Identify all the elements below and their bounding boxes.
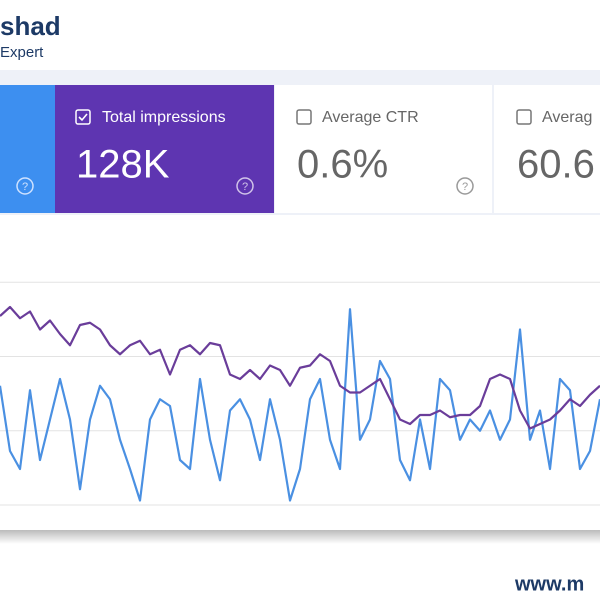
metric-value: 128K	[76, 143, 170, 187]
help-icon-glyph: ?	[242, 181, 248, 193]
performance-chart	[0, 281, 600, 506]
ctr-card[interactable]	[275, 85, 492, 213]
impressions-card[interactable]	[55, 85, 274, 213]
help-icon-glyph: ?	[22, 181, 28, 193]
metric-label: Total impressions	[102, 109, 226, 126]
metric-label: Average CTR	[322, 109, 419, 126]
series-line	[0, 308, 600, 502]
help-icon[interactable]	[16, 177, 34, 195]
series-line	[0, 305, 600, 430]
checkbox[interactable]	[516, 109, 532, 125]
panel-shadow	[0, 530, 600, 544]
help-icon-glyph: ?	[462, 181, 468, 193]
help-icon[interactable]	[236, 177, 254, 195]
metric-value: 60.6	[517, 143, 595, 187]
logo-tagline: Expert	[0, 44, 44, 61]
metric-label: Averag	[542, 109, 592, 126]
checkbox[interactable]	[296, 109, 312, 125]
clicks-card[interactable]	[0, 85, 55, 213]
position-card[interactable]	[494, 85, 600, 213]
logo-name: shad	[0, 11, 61, 41]
check-glyph	[78, 113, 88, 122]
footer-url: www.m	[514, 573, 584, 595]
help-icon[interactable]	[456, 177, 474, 195]
metric-value: 0.6%	[297, 143, 388, 187]
checkbox-checked[interactable]	[75, 109, 91, 125]
